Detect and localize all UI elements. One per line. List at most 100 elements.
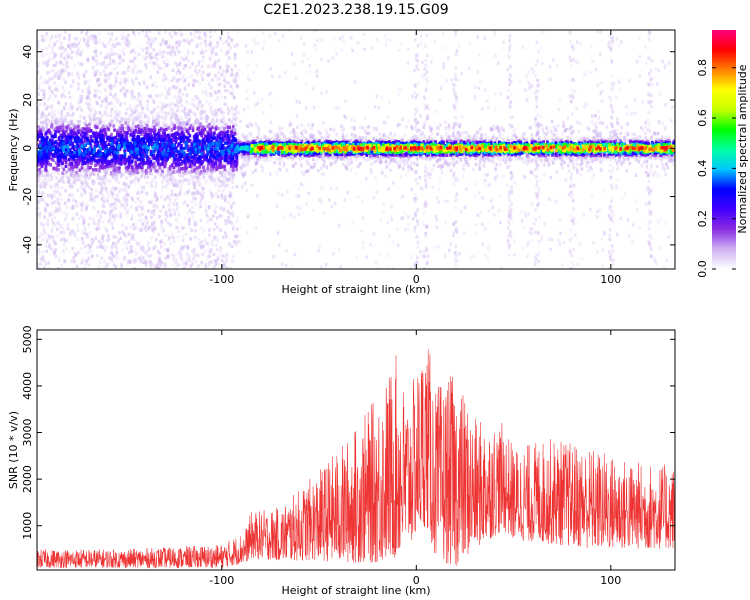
spectrogram-cell — [490, 138, 493, 143]
spectrogram-cell — [66, 158, 70, 162]
spectrogram-cell — [609, 36, 613, 40]
spectrogram-cell — [40, 88, 43, 92]
spectrogram-cell — [608, 137, 612, 141]
spectrogram-cell — [133, 95, 137, 100]
spectrogram-cell — [222, 264, 226, 268]
spectrogram-cell — [609, 154, 612, 159]
spectrogram-cell — [454, 251, 457, 255]
spectrogram-cell — [181, 238, 185, 243]
spectrogram-cell — [248, 121, 252, 125]
spectrogram-cell — [569, 130, 573, 135]
spectrogram-cell — [645, 61, 648, 66]
spectrogram-cell — [608, 206, 611, 210]
spectrogram-cell — [69, 102, 72, 106]
spectrogram-cell — [628, 234, 631, 239]
spectrogram-cell — [223, 195, 226, 200]
spectrogram-cell — [64, 80, 67, 85]
spectrogram-cell — [208, 175, 212, 179]
spectrogram-cell — [536, 113, 540, 117]
spectrogram-cell — [447, 164, 450, 168]
spectrogram-cell — [174, 193, 178, 197]
spectrogram-cell — [61, 85, 64, 90]
spectrogram-cell — [241, 132, 245, 137]
spectrogram-cell — [650, 164, 653, 168]
spectrogram-cell — [196, 189, 199, 193]
spectrogram-cell — [528, 230, 532, 234]
spectrogram-cell — [595, 121, 598, 125]
spectrogram-cell — [190, 74, 193, 78]
spectrogram-cell — [280, 158, 283, 162]
spectrogram-cell — [212, 227, 216, 232]
spectrogram-cell — [384, 34, 387, 38]
spectrogram-cell — [95, 62, 99, 66]
spectrogram-cell — [185, 53, 189, 58]
spectrogram-cell — [454, 226, 458, 230]
spectrogram-cell — [536, 128, 540, 132]
spectrogram-cell — [182, 261, 185, 266]
spectrogram-cell — [424, 178, 427, 182]
spectrogram-cell — [570, 190, 574, 195]
spectrogram-cell — [230, 244, 234, 248]
spectrogram-cell — [330, 205, 334, 209]
spectrogram-cell — [37, 85, 40, 89]
spectrogram-cell — [227, 112, 230, 116]
spectrogram-cell — [127, 43, 130, 48]
spectrogram-cell — [553, 133, 556, 137]
spectrogram-cell — [111, 190, 115, 195]
spectrogram-cell — [192, 215, 195, 219]
spectrogram-cell — [37, 235, 39, 240]
spectrogram-cell — [154, 203, 158, 207]
spectrogram-cell — [320, 38, 324, 42]
spectrogram-cell — [649, 219, 652, 224]
spectrogram-cell — [100, 62, 104, 66]
spectrogram-cell — [205, 100, 208, 104]
spectrogram-cell — [210, 248, 213, 252]
spectrogram-cell — [600, 89, 604, 93]
spectrogram-cell — [44, 223, 47, 227]
spectrogram-cell — [124, 82, 127, 86]
spectrogram-cell — [229, 172, 233, 176]
spectrogram-cell — [139, 255, 143, 259]
spectrogram-cell — [197, 60, 201, 64]
spectrogram-cell — [218, 179, 221, 183]
spectrogram-cell — [152, 48, 156, 52]
spectrogram-cell — [382, 120, 386, 124]
spectrogram-cell — [493, 213, 496, 217]
spectrogram-cell — [140, 245, 144, 249]
spectrogram-cell — [38, 182, 41, 187]
spectrogram-cell — [512, 239, 516, 243]
spectrogram-cell — [120, 50, 124, 54]
spectrogram-cell — [168, 201, 172, 205]
spectrogram-cell — [300, 163, 303, 168]
spectrogram-cell — [54, 183, 57, 187]
spectrogram-cell — [372, 127, 376, 131]
spectrogram-cell — [37, 190, 41, 194]
spectrogram-cell — [169, 49, 173, 54]
spectrogram-cell — [340, 128, 344, 133]
spectrogram-cell — [52, 170, 56, 174]
spectrogram-cell — [137, 242, 140, 247]
spectrogram-cell — [176, 206, 179, 210]
spectrogram-cell — [74, 179, 77, 183]
spectrogram-cell — [38, 102, 42, 106]
spectrogram-cell — [269, 130, 272, 134]
spectrogram-cell — [149, 45, 153, 49]
spectrogram-cell — [96, 171, 99, 175]
spectrogram-cell — [126, 153, 129, 157]
spectrogram-cell — [422, 210, 426, 215]
spectrogram-cell — [69, 84, 72, 88]
spectrogram-cell — [223, 173, 226, 177]
spectrogram-cell — [44, 38, 47, 42]
spectrogram-cell — [656, 156, 659, 160]
spectrogram-cell — [610, 74, 614, 78]
spectrogram-cell — [230, 221, 234, 226]
spectrogram-cell — [227, 81, 230, 85]
spectrogram-cell — [275, 204, 279, 208]
spectrogram-cell — [204, 38, 207, 42]
spectrogram-cell — [508, 72, 512, 77]
spectrogram-cell — [222, 180, 226, 184]
spectrogram-cell — [269, 67, 272, 71]
spectrogram-cell — [50, 105, 53, 109]
spectrogram-cell — [66, 176, 70, 180]
spectrogram-cell — [454, 52, 458, 56]
